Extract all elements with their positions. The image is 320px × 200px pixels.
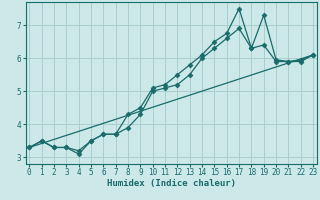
X-axis label: Humidex (Indice chaleur): Humidex (Indice chaleur) (107, 179, 236, 188)
